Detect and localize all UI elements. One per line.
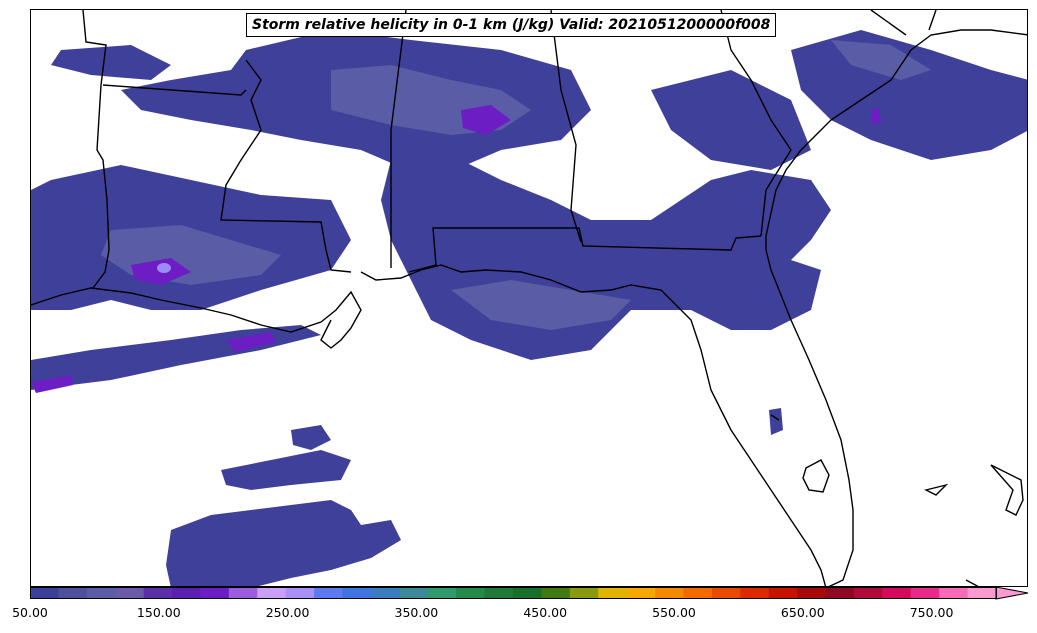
colorbar (30, 587, 1029, 600)
map-panel (30, 9, 1028, 587)
coastline-gulf-2 (360, 264, 827, 586)
colorbar-swatch (342, 587, 372, 599)
colorbar-swatch (797, 587, 827, 599)
colorbar-tick-label: 250.00 (265, 605, 310, 620)
coastline-gulf (31, 287, 362, 349)
helicity-area-northwest (51, 45, 171, 80)
colorbar-swatch (740, 587, 770, 599)
state-border-ga-sc (720, 10, 792, 237)
florida-keys (770, 414, 780, 421)
colorbar-swatch (200, 587, 230, 599)
bahamas-island (923, 483, 949, 496)
colorbar-swatch (598, 587, 628, 599)
colorbar-swatch (683, 587, 713, 599)
colorbar-swatch (939, 587, 969, 599)
colorbar-swatch (143, 587, 173, 599)
colorbar-tick-label: 550.00 (652, 605, 696, 620)
state-border-mississippi-river (220, 59, 352, 273)
colorbar-swatch (513, 587, 543, 599)
colorbar-swatch (484, 587, 514, 599)
colorbar-tick-label: 650.00 (780, 605, 825, 620)
bahamas-island-2 (990, 464, 1024, 516)
helicity-area-mississippi-band (31, 325, 321, 390)
lake-okeechobee (802, 459, 830, 493)
colorbar-swatch (825, 587, 855, 599)
state-border-ms-al (390, 10, 407, 268)
colorbar-swatch (711, 587, 741, 599)
colorbar-swatch (456, 587, 486, 599)
colorbar-swatch (257, 587, 287, 599)
colorbar-tick-label: 150.00 (136, 605, 181, 620)
state-border-top-right (928, 10, 937, 31)
helicity-area-gulf-small (221, 450, 351, 490)
colorbar-swatch (967, 587, 997, 599)
colorbar-swatch (541, 587, 571, 599)
colorbar-tick-label: 750.00 (909, 605, 954, 620)
helicity-area-gulf-blob (291, 425, 331, 450)
bahamas-island-3 (965, 579, 979, 586)
colorbar-swatch (655, 587, 685, 599)
coastline-atlantic (765, 29, 1027, 586)
map-title: Storm relative helicity in 0-1 km (J/kg)… (246, 13, 777, 37)
colorbar-swatch (30, 587, 60, 599)
helicity-area-carolina (651, 70, 811, 170)
state-border-la-tx (92, 84, 110, 289)
state-border-nc-sc (870, 10, 907, 36)
state-border-texas (82, 10, 107, 86)
helicity-map (31, 10, 1027, 586)
colorbar-swatch (172, 587, 202, 599)
state-border-arkansas (102, 84, 247, 96)
colorbar-swatch (427, 587, 457, 599)
colorbar-swatch (115, 587, 145, 599)
colorbar-swatch (910, 587, 940, 599)
colorbar-extend-arrow (995, 587, 1029, 600)
colorbar-tick-label: 350.00 (394, 605, 439, 620)
colorbar-swatch (86, 587, 116, 599)
colorbar-swatch (882, 587, 912, 599)
state-border-fl-north (408, 227, 762, 273)
colorbar-swatch (370, 587, 400, 599)
colorbar-swatches (30, 587, 997, 599)
helicity-area-southwest (166, 500, 401, 586)
colorbar-swatch (285, 587, 315, 599)
colorbar-swatch (58, 587, 88, 599)
colorbar-swatch (853, 587, 883, 599)
colorbar-swatch (314, 587, 344, 599)
helicity-area-gulf-coast (381, 160, 831, 360)
helicity-area-atlantic (791, 30, 1027, 160)
state-border-al-ga (550, 10, 582, 243)
colorbar-tick-label: 450.00 (523, 605, 568, 620)
colorbar-swatch (399, 587, 429, 599)
borders-layer (31, 10, 1027, 586)
colorbar-swatch (228, 587, 258, 599)
colorbar-swatch (626, 587, 656, 599)
colorbar-tick-label: 50.00 (12, 605, 48, 620)
helicity-area-florida-blob (769, 408, 783, 435)
colorbar-swatch (569, 587, 599, 599)
colorbar-swatch (768, 587, 798, 599)
helicity-peak (157, 263, 171, 273)
